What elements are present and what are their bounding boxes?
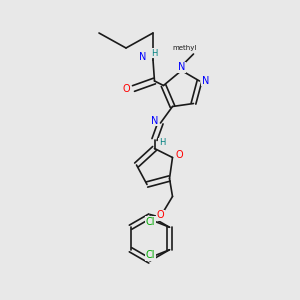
Text: O: O — [157, 210, 164, 220]
Text: H: H — [151, 49, 158, 58]
Text: N: N — [202, 76, 209, 86]
Text: N: N — [178, 62, 185, 73]
Text: O: O — [175, 150, 183, 160]
Text: methyl: methyl — [172, 45, 197, 51]
Text: N: N — [152, 116, 159, 126]
Text: H: H — [159, 138, 165, 147]
Text: Cl: Cl — [146, 217, 155, 227]
Text: O: O — [122, 83, 130, 94]
Text: Cl: Cl — [146, 250, 155, 260]
Text: N: N — [139, 52, 146, 62]
